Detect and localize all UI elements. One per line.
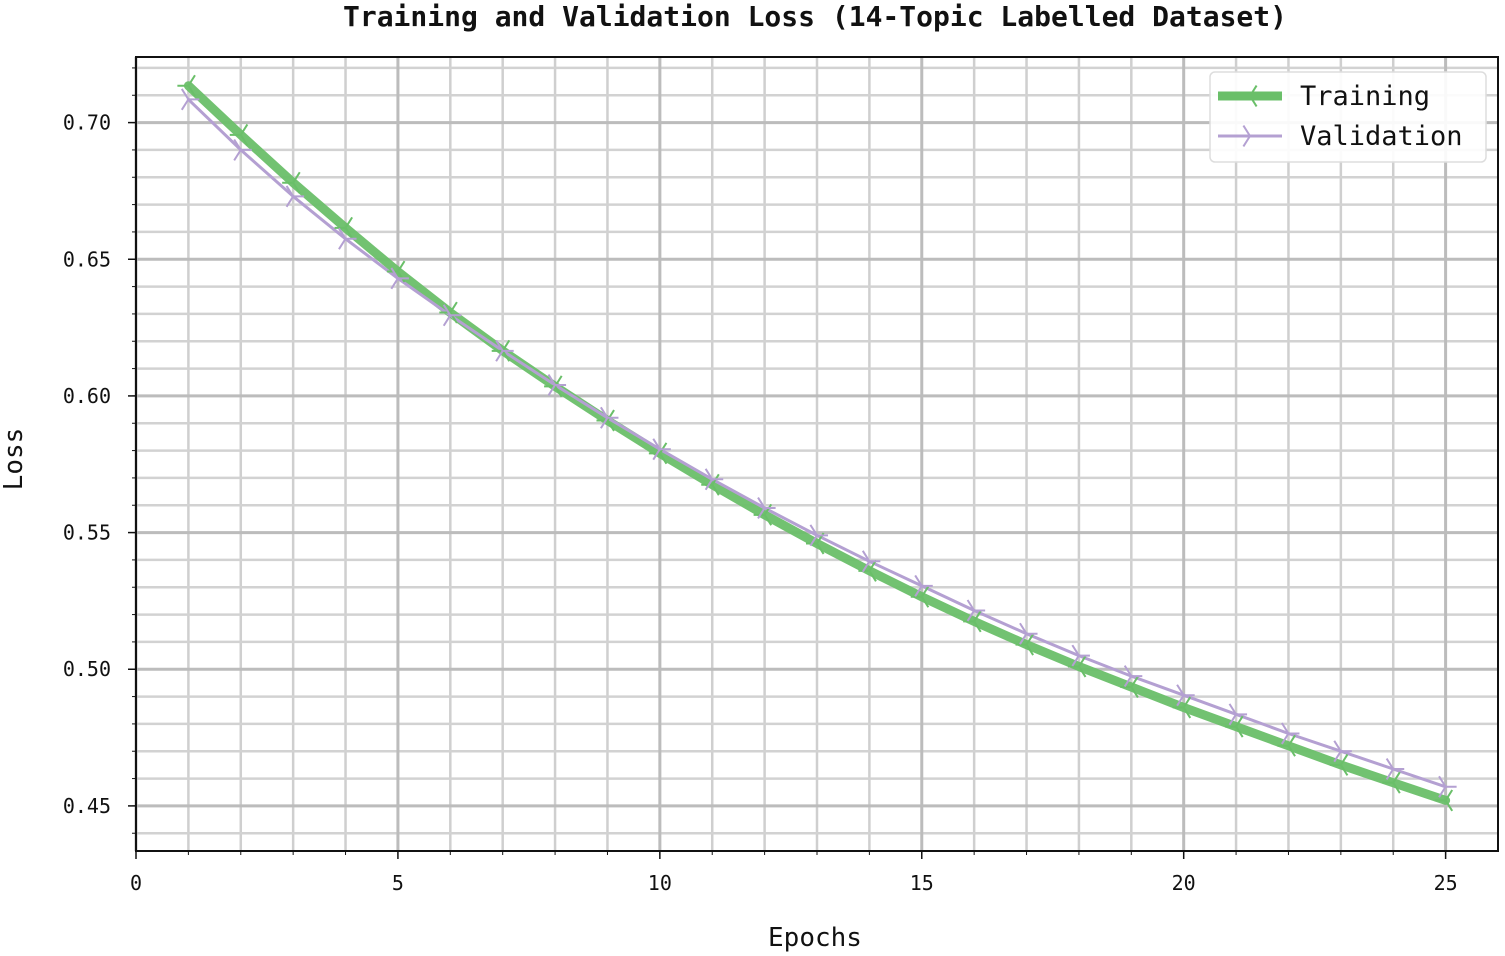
x-tick-label: 25 — [1434, 871, 1458, 895]
y-tick-label: 0.65 — [63, 247, 111, 271]
legend: Training Validation — [1209, 71, 1487, 163]
data-point-validation — [914, 574, 933, 597]
data-point-validation — [338, 227, 357, 250]
x-axis-label: Epochs — [768, 923, 862, 953]
data-point-validation — [1281, 722, 1300, 745]
data-point-validation — [704, 468, 724, 491]
data-point-training — [1277, 734, 1296, 757]
x-tick-label: 0 — [130, 871, 142, 895]
data-point-training — [1015, 633, 1034, 656]
data-point-training — [491, 339, 511, 362]
data-point-validation — [966, 599, 986, 622]
data-point-training — [1434, 789, 1454, 812]
data-point-training — [963, 610, 982, 633]
data-point-training — [1120, 676, 1139, 698]
data-point-validation — [1019, 622, 1038, 645]
data-point-training — [1329, 753, 1349, 776]
data-point-validation — [495, 339, 514, 362]
data-point-training — [282, 171, 301, 194]
data-point-validation — [1438, 775, 1457, 798]
data-point-validation — [1228, 703, 1248, 726]
data-point-validation — [180, 88, 200, 111]
data-point-training — [753, 503, 773, 526]
data-point-training — [1382, 771, 1401, 794]
data-point-validation — [809, 524, 828, 547]
data-point-training — [1225, 715, 1244, 738]
data-point-validation — [1176, 684, 1195, 707]
data-point-validation — [547, 374, 567, 396]
y-tick-label: 0.45 — [63, 794, 111, 818]
legend-marker-validation — [1242, 125, 1261, 147]
y-tick-label: 0.70 — [63, 111, 111, 135]
y-tick-label: 0.55 — [63, 521, 111, 545]
data-point-validation — [600, 406, 619, 429]
axes: 0 5 10 15 20 25 0.45 0.50 0.55 0.60 0.65 0.70 — [63, 56, 1499, 895]
data-point-validation — [285, 185, 305, 208]
data-point-validation — [390, 267, 409, 290]
y-tick-label: 0.50 — [63, 657, 111, 681]
data-point-validation — [652, 438, 671, 461]
y-axis-label: Loss — [0, 428, 29, 491]
data-point-training — [334, 216, 353, 239]
data-point-validation — [1071, 644, 1090, 667]
data-point-training — [177, 74, 196, 97]
data-point-validation — [1333, 740, 1352, 763]
grid — [134, 57, 1498, 851]
x-tick-label: 10 — [648, 871, 672, 895]
x-tick-label: 20 — [1172, 871, 1196, 895]
x-tick-label: 15 — [910, 871, 934, 895]
data-point-training — [1172, 696, 1192, 719]
legend-marker-training — [1239, 85, 1258, 107]
legend-label-training: Training — [1300, 81, 1430, 112]
data-point-training — [229, 123, 249, 146]
data-point-validation — [861, 550, 881, 573]
legend-label-validation: Validation — [1300, 121, 1463, 152]
data-point-training — [1067, 655, 1087, 678]
data-point-validation — [757, 496, 776, 519]
y-tick-label: 0.60 — [63, 384, 111, 408]
series-layer — [177, 74, 1457, 812]
data-point-training — [386, 260, 406, 283]
x-tick-label: 5 — [392, 871, 404, 895]
data-point-training — [910, 585, 930, 608]
data-point-validation — [442, 304, 462, 327]
data-point-validation — [1385, 758, 1405, 780]
data-point-validation — [1123, 665, 1143, 688]
chart-title: Training and Validation Loss (14-Topic L… — [343, 0, 1287, 33]
data-point-validation — [233, 138, 252, 161]
